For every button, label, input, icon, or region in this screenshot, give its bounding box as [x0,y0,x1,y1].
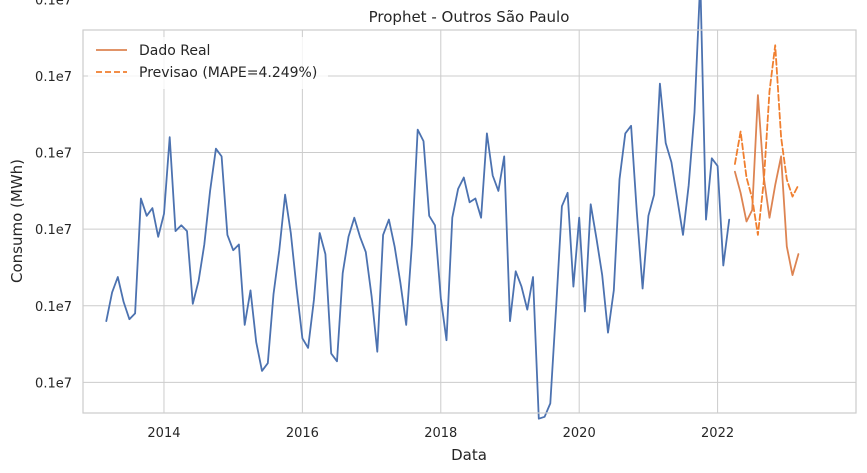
x-tick-labels: 2014 2016 2018 2020 2022 [147,426,734,441]
legend-label-real: Dado Real [139,43,210,59]
series-line-real [734,94,800,277]
series-line-history [105,0,731,420]
y-tick-label: 0.1e7 [35,147,72,162]
legend-box [88,37,328,89]
y-tick-label: 0.1e7 [35,223,72,238]
grid [83,30,856,413]
plot-area [83,30,856,413]
x-tick-label: 2016 [286,426,319,441]
legend-label-forecast: Previsao (MAPE=4.249%) [139,65,317,81]
series-layer [105,0,800,420]
y-axis-title: Consumo (MWh) [8,159,26,283]
chart-title: Prophet - Outros São Paulo [369,8,570,26]
spines [82,29,857,414]
x-tick-label: 2020 [563,426,596,441]
y-tick-label: 0.1e7 [35,300,72,315]
y-tick-label: 0.1e7 [35,0,72,8]
y-tick-labels: 0.1e7 0.1e7 0.1e7 0.1e7 0.1e7 0.1e7 [35,0,72,391]
x-tick-label: 2014 [147,426,180,441]
y-tick-label: 0.1e7 [35,376,72,391]
plot-frame [82,29,857,414]
x-tick-label: 2022 [701,426,734,441]
y-tick-label: 0.1e7 [35,70,72,85]
legend: Dado Real Previsao (MAPE=4.249%) [88,37,328,89]
x-tick-label: 2018 [424,426,457,441]
series-line-forecast [734,44,800,236]
x-axis-title: Data [451,446,487,464]
